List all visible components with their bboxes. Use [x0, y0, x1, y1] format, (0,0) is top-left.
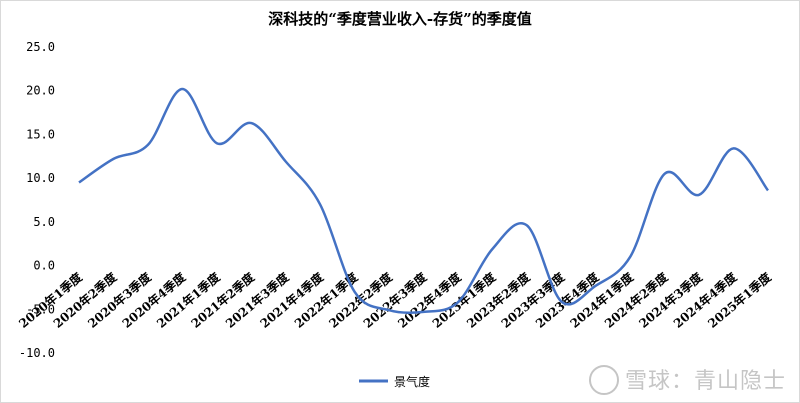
legend-label: 景气度 — [394, 374, 430, 389]
data-point — [387, 308, 391, 312]
series-layer — [77, 87, 770, 315]
y-tick-label: 10.0 — [26, 171, 55, 185]
y-tick-label: -10.0 — [19, 346, 55, 360]
data-point — [249, 121, 253, 125]
watermark-text: 雪球：青山隐士 — [624, 369, 786, 394]
data-point — [663, 172, 667, 176]
x-axis-labels: 2020年1季度2020年2季度2020年3季度2020年4季度2021年1季度… — [16, 269, 775, 331]
data-point — [525, 223, 529, 227]
data-point — [180, 87, 184, 91]
data-point — [353, 290, 357, 294]
data-point — [422, 310, 426, 314]
y-tick-label: 15.0 — [26, 127, 55, 141]
watermark: 雪球：青山隐士 — [588, 363, 786, 397]
data-point — [146, 143, 150, 147]
y-tick-label: 25.0 — [26, 40, 55, 54]
series-line-jingqidu — [78, 87, 770, 315]
data-point — [559, 299, 563, 303]
data-point — [490, 247, 494, 251]
data-point — [628, 255, 632, 259]
data-point — [594, 284, 598, 288]
data-point — [215, 141, 219, 145]
legend: 景气度 — [359, 374, 430, 389]
data-point — [732, 146, 736, 150]
data-point — [697, 193, 701, 197]
y-tick-label: 0.0 — [33, 259, 55, 273]
data-point — [318, 202, 322, 206]
snowball-logo-icon — [588, 365, 619, 395]
data-point — [456, 300, 460, 304]
data-point — [111, 157, 115, 161]
y-tick-label: 5.0 — [33, 215, 55, 229]
y-tick-label: 20.0 — [26, 84, 55, 98]
data-point — [766, 188, 770, 192]
data-point — [77, 181, 81, 185]
y-axis: 25.0 20.0 15.0 10.0 5.0 0.0 -5.0 -10.0 — [19, 40, 55, 360]
y-tick-label: -5.0 — [26, 302, 55, 316]
data-point — [284, 160, 288, 164]
chart-title: 深科技的“季度营业收入-存货”的季度值 — [268, 10, 532, 28]
